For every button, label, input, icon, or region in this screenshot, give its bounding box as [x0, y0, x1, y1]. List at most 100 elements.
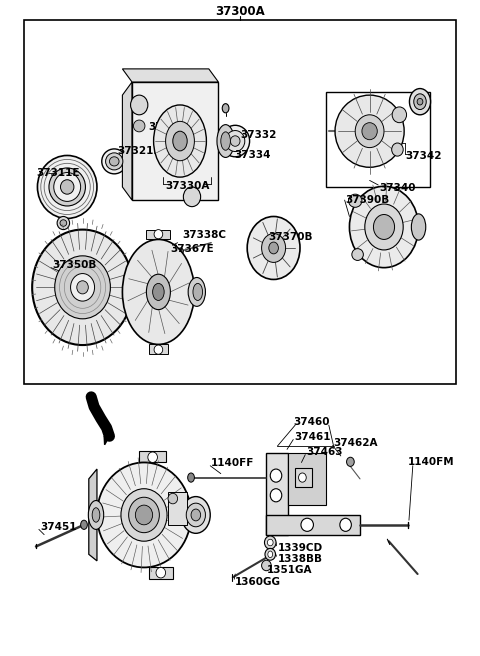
Polygon shape — [146, 230, 170, 239]
Ellipse shape — [270, 469, 282, 482]
Ellipse shape — [186, 503, 205, 527]
Ellipse shape — [264, 536, 276, 549]
Text: 37332: 37332 — [240, 130, 276, 140]
Ellipse shape — [221, 125, 250, 157]
Bar — [24, 20, 456, 384]
Ellipse shape — [414, 94, 426, 110]
Ellipse shape — [365, 204, 403, 250]
Ellipse shape — [373, 215, 395, 239]
Ellipse shape — [154, 230, 163, 239]
Text: 37461: 37461 — [294, 432, 331, 442]
Ellipse shape — [37, 155, 97, 218]
Text: 37338C: 37338C — [182, 230, 227, 240]
Ellipse shape — [54, 173, 81, 201]
Ellipse shape — [168, 493, 178, 504]
Text: 37390B: 37390B — [346, 195, 390, 205]
Bar — [168, 492, 187, 525]
Ellipse shape — [270, 489, 282, 502]
Polygon shape — [149, 344, 168, 354]
Polygon shape — [122, 69, 218, 82]
Bar — [295, 468, 312, 487]
Ellipse shape — [135, 505, 153, 525]
Polygon shape — [266, 453, 288, 535]
Ellipse shape — [181, 497, 210, 533]
Ellipse shape — [97, 462, 191, 567]
Ellipse shape — [60, 220, 67, 226]
Ellipse shape — [417, 98, 423, 105]
Text: 37370B: 37370B — [269, 232, 313, 243]
Ellipse shape — [102, 149, 127, 174]
Ellipse shape — [131, 95, 148, 115]
Ellipse shape — [109, 157, 119, 166]
Text: 37451: 37451 — [40, 522, 76, 533]
Bar — [326, 92, 430, 187]
Text: 37340: 37340 — [379, 182, 416, 193]
Ellipse shape — [133, 120, 145, 132]
Ellipse shape — [129, 497, 159, 533]
Ellipse shape — [230, 136, 240, 146]
Polygon shape — [139, 451, 166, 462]
Ellipse shape — [352, 249, 363, 260]
Polygon shape — [89, 469, 97, 561]
Ellipse shape — [262, 560, 271, 571]
Ellipse shape — [188, 277, 205, 306]
Ellipse shape — [340, 518, 351, 531]
Text: 37311E: 37311E — [36, 167, 80, 178]
Ellipse shape — [411, 214, 426, 240]
Polygon shape — [104, 436, 109, 445]
Ellipse shape — [32, 230, 133, 345]
Ellipse shape — [88, 501, 104, 529]
Ellipse shape — [268, 551, 273, 558]
Polygon shape — [122, 82, 132, 200]
Ellipse shape — [226, 131, 245, 152]
Ellipse shape — [262, 234, 286, 262]
Text: 37323: 37323 — [149, 122, 185, 133]
Ellipse shape — [355, 115, 384, 148]
Text: 1339CD: 1339CD — [277, 543, 323, 554]
Ellipse shape — [55, 256, 110, 319]
Text: 37330A: 37330A — [165, 181, 209, 192]
Ellipse shape — [166, 121, 194, 161]
Ellipse shape — [121, 489, 167, 541]
Ellipse shape — [269, 242, 278, 254]
Ellipse shape — [154, 105, 206, 177]
Ellipse shape — [49, 168, 85, 206]
Ellipse shape — [122, 239, 194, 344]
Ellipse shape — [153, 283, 164, 300]
Polygon shape — [288, 453, 326, 505]
Ellipse shape — [193, 283, 203, 300]
Ellipse shape — [106, 153, 123, 170]
Ellipse shape — [148, 452, 157, 462]
Text: 1140FF: 1140FF — [211, 458, 254, 468]
Ellipse shape — [265, 548, 276, 560]
Ellipse shape — [57, 216, 70, 230]
Ellipse shape — [178, 248, 183, 255]
Text: 37460: 37460 — [294, 417, 330, 428]
Ellipse shape — [60, 180, 74, 194]
Ellipse shape — [217, 125, 234, 157]
Text: 37300A: 37300A — [215, 5, 265, 18]
Ellipse shape — [299, 473, 306, 482]
Polygon shape — [132, 82, 218, 200]
Ellipse shape — [348, 194, 362, 207]
Text: 1140FM: 1140FM — [408, 457, 455, 468]
Polygon shape — [266, 515, 360, 535]
Ellipse shape — [156, 567, 166, 578]
Text: 37334: 37334 — [234, 150, 271, 161]
Ellipse shape — [221, 132, 230, 150]
Polygon shape — [149, 567, 173, 579]
Ellipse shape — [347, 457, 354, 466]
Ellipse shape — [146, 274, 170, 310]
Ellipse shape — [349, 186, 419, 268]
Ellipse shape — [362, 123, 377, 140]
Ellipse shape — [222, 104, 229, 113]
Ellipse shape — [71, 274, 95, 301]
Text: 1338BB: 1338BB — [277, 554, 323, 564]
Text: 1351GA: 1351GA — [266, 565, 312, 575]
Ellipse shape — [267, 539, 273, 546]
Ellipse shape — [301, 518, 313, 531]
Ellipse shape — [81, 520, 87, 529]
Ellipse shape — [130, 116, 149, 136]
Ellipse shape — [392, 143, 403, 156]
Ellipse shape — [183, 187, 201, 207]
